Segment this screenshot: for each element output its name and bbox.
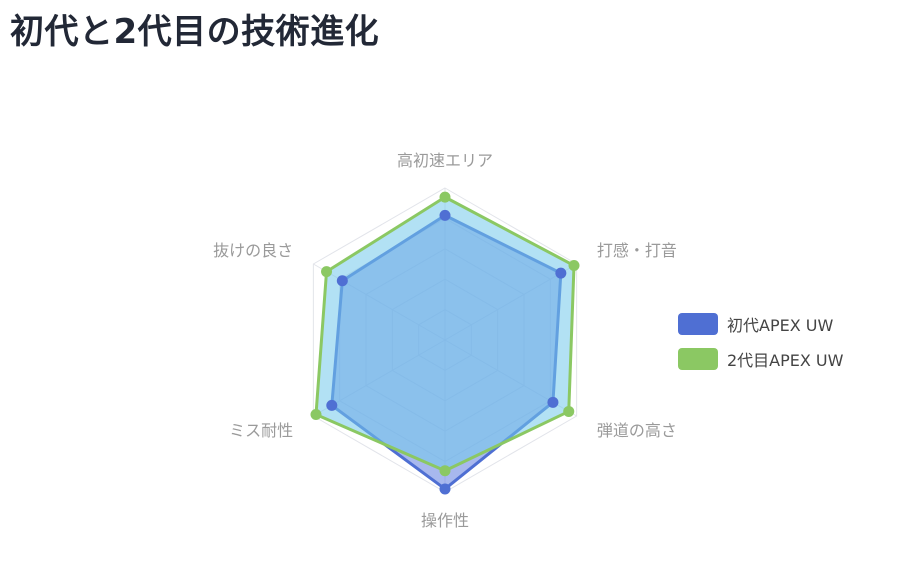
axis-label-5: ミス耐性 (229, 421, 293, 440)
legend-label-series-1: 初代APEX UW (727, 316, 834, 335)
data-point-series-1-5[interactable] (326, 399, 338, 411)
data-point-series-1-6[interactable] (336, 275, 348, 287)
radar-series (310, 191, 580, 495)
data-point-series-1-1[interactable] (439, 209, 451, 221)
legend: 初代APEX UW 2代目APEX UW (678, 313, 843, 370)
data-point-series-2-4[interactable] (439, 465, 451, 477)
data-point-series-1-2[interactable] (555, 267, 567, 279)
data-point-series-2-3[interactable] (563, 405, 575, 417)
data-point-series-2-5[interactable] (310, 408, 322, 420)
legend-item-series-1[interactable]: 初代APEX UW (678, 313, 843, 335)
axis-label-3: 弾道の高さ (597, 421, 677, 440)
data-point-series-1-4[interactable] (439, 483, 451, 495)
axis-label-2: 打感・打音 (597, 241, 677, 260)
data-point-series-2-6[interactable] (321, 266, 333, 278)
legend-swatch-series-2 (678, 348, 718, 370)
axis-label-1: 高初速エリア (397, 151, 493, 170)
axis-label-4: 操作性 (421, 511, 469, 530)
axis-label-6: 抜けの良さ (213, 241, 293, 260)
data-point-series-2-2[interactable] (568, 260, 580, 272)
legend-swatch-series-1 (678, 313, 718, 335)
legend-label-series-2: 2代目APEX UW (727, 351, 844, 370)
page-title: 初代と2代目の技術進化 (10, 12, 380, 52)
legend-item-series-2[interactable]: 2代目APEX UW (678, 348, 843, 370)
data-point-series-1-3[interactable] (547, 396, 559, 408)
series-area-2 (314, 195, 576, 473)
data-point-series-2-1[interactable] (439, 191, 451, 203)
